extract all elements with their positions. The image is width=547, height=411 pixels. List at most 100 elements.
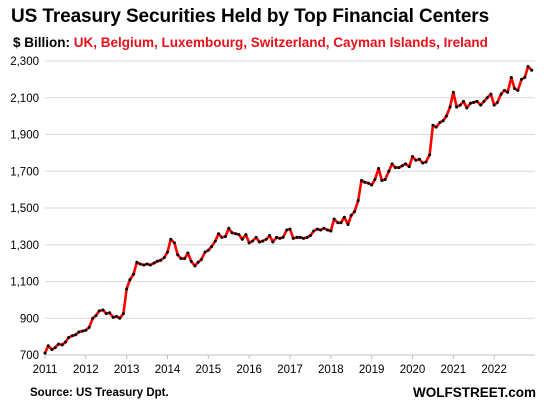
data-point (482, 99, 486, 103)
subtitle-unit: $ Billion: (13, 35, 70, 50)
data-point (53, 346, 57, 350)
data-point (285, 228, 289, 232)
data-point (441, 119, 445, 123)
data-point (424, 160, 428, 164)
data-point (509, 76, 513, 80)
data-point (132, 272, 136, 276)
data-point (301, 236, 305, 240)
data-point (438, 121, 442, 125)
data-point (451, 90, 455, 94)
data-points (43, 65, 534, 355)
data-point (227, 226, 231, 230)
series-line-path (43, 65, 534, 355)
chart-subtitle: $ Billion: UK, Belgium, Luxembourg, Swit… (13, 35, 488, 50)
data-point (489, 92, 493, 96)
data-point (315, 227, 319, 231)
data-point (46, 344, 50, 348)
data-point (387, 169, 391, 173)
data-point (125, 287, 129, 291)
data-point (118, 316, 122, 320)
data-point (475, 99, 479, 103)
data-point (380, 178, 384, 182)
y-tick-label: 1,100 (10, 277, 39, 289)
data-point (366, 181, 370, 185)
data-point (97, 309, 101, 313)
data-point (91, 316, 95, 320)
x-tick-label: 2019 (359, 364, 385, 376)
x-tick-label: 2011 (33, 364, 58, 376)
y-tick-labels: 700 900 1,100 1,300 1,500 1,700 1,900 2,100 2,30… (10, 56, 39, 362)
data-point (342, 215, 346, 219)
data-point (431, 123, 435, 127)
data-point (332, 217, 336, 221)
data-point (60, 343, 64, 347)
source-note: Source: US Treasury Dpt. (30, 387, 169, 399)
data-point (359, 178, 363, 182)
data-point (196, 260, 200, 264)
data-point (520, 77, 524, 81)
data-point (70, 334, 74, 338)
data-point (414, 158, 418, 162)
data-point (506, 90, 510, 94)
data-point (393, 166, 397, 170)
data-point (193, 264, 197, 268)
chart-title: US Treasury Securities Held by Top Finan… (11, 6, 490, 27)
data-point (281, 235, 285, 239)
data-point (206, 248, 210, 252)
y-tick-label: 1,500 (10, 203, 39, 215)
data-point (363, 180, 367, 184)
data-point (353, 210, 357, 214)
data-point (322, 226, 326, 230)
data-point (101, 308, 105, 312)
x-tick-label: 2016 (236, 364, 262, 376)
data-point (237, 233, 241, 237)
data-point (84, 328, 88, 332)
data-point (495, 100, 499, 104)
gridlines (45, 60, 535, 319)
data-point (448, 105, 452, 109)
data-point (308, 234, 312, 238)
data-point (155, 259, 159, 263)
data-point (346, 223, 350, 227)
data-point (329, 229, 333, 233)
data-point (203, 250, 207, 254)
data-point (502, 88, 506, 92)
data-point (138, 262, 142, 266)
data-point (291, 236, 295, 240)
data-point (77, 330, 81, 334)
data-point (250, 239, 254, 243)
data-point (142, 263, 146, 267)
data-point (213, 239, 217, 243)
data-point (176, 253, 180, 257)
data-point (179, 257, 183, 261)
data-point (121, 312, 125, 316)
data-point (257, 240, 261, 244)
data-point (275, 235, 279, 239)
data-point (499, 92, 503, 96)
data-point (492, 103, 496, 107)
data-point (108, 311, 112, 315)
data-point (373, 178, 377, 182)
data-point (244, 233, 248, 237)
y-tick-label: 1,900 (10, 130, 39, 142)
data-point (135, 260, 139, 264)
data-point (199, 257, 203, 261)
data-point (56, 342, 60, 346)
data-point (169, 237, 173, 241)
data-point (444, 114, 448, 118)
data-point (111, 315, 115, 319)
data-point (264, 237, 268, 241)
data-point (513, 87, 517, 91)
data-point (428, 153, 432, 157)
data-point (356, 199, 360, 203)
data-point (240, 237, 244, 241)
data-point (172, 241, 176, 245)
data-point (377, 166, 381, 170)
data-point (319, 228, 323, 232)
data-point (417, 157, 421, 161)
data-point (234, 232, 238, 236)
data-point (288, 227, 292, 231)
brand-logo-text: WOLFSTREET.com (412, 385, 536, 400)
data-point (516, 88, 520, 92)
